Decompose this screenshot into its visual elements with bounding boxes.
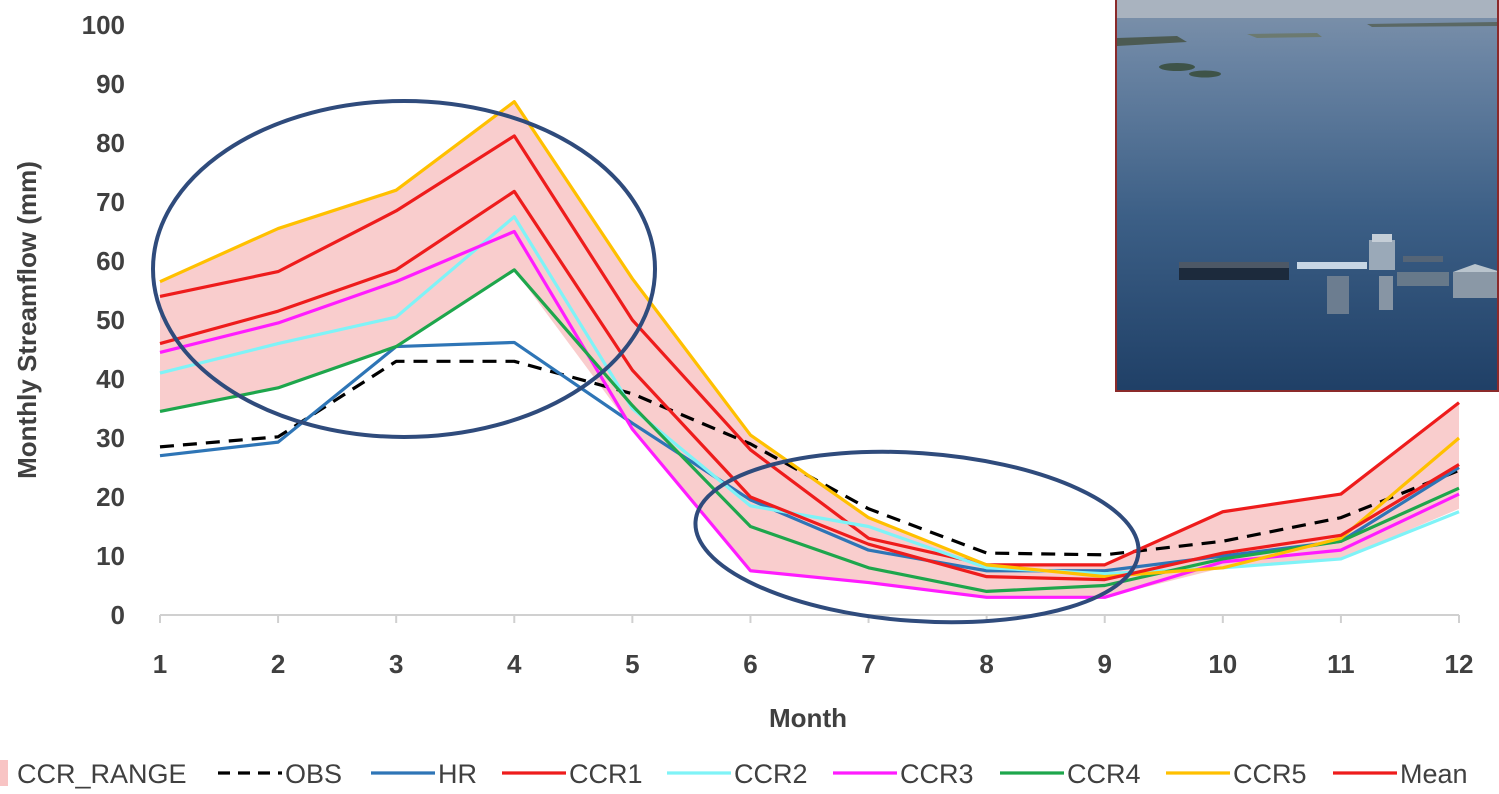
x-tick-label: 2 bbox=[271, 649, 285, 679]
legend-label: CCR4 bbox=[1067, 759, 1141, 789]
y-tick-label: 20 bbox=[96, 482, 125, 512]
x-tick-label: 11 bbox=[1327, 649, 1355, 679]
legend-item-ccr3: CCR3 bbox=[833, 759, 974, 789]
y-tick-label: 10 bbox=[96, 541, 125, 571]
series-line-ccr2 bbox=[159, 215, 1460, 576]
legend-label: CCR_RANGE bbox=[17, 759, 187, 789]
x-tick-label: 5 bbox=[625, 649, 639, 679]
y-tick-label: 100 bbox=[82, 10, 125, 40]
y-tick-label: 70 bbox=[96, 187, 125, 217]
x-tick-label: 4 bbox=[507, 649, 522, 679]
y-tick-label: 40 bbox=[96, 364, 125, 394]
ccr-range-band-layer bbox=[160, 101, 1459, 598]
x-tick-label: 6 bbox=[743, 649, 757, 679]
series-line-ccr1 bbox=[159, 134, 1460, 567]
annotation-ellipse-layer bbox=[151, 99, 1141, 625]
series-line-ccr5 bbox=[159, 100, 1461, 579]
legend-item-ccr4: CCR4 bbox=[1000, 759, 1141, 789]
legend-item-mean: Mean bbox=[1333, 759, 1468, 789]
legend-item-ccr2: CCR2 bbox=[667, 759, 808, 789]
legend-item-hr: HR bbox=[371, 759, 477, 789]
y-tick-label: 0 bbox=[111, 600, 125, 630]
annotation-ellipse-spring bbox=[151, 99, 657, 439]
x-tick-label: 9 bbox=[1097, 649, 1111, 679]
x-tick-label: 10 bbox=[1208, 649, 1237, 679]
legend-item-ccr-range: CCR_RANGE bbox=[0, 759, 187, 789]
legend: CCR_RANGE OBS HR CCR1 CCR2 CCR3 CCR4 CCR5 Mean bbox=[0, 759, 1468, 789]
y-tick-label: 30 bbox=[96, 423, 125, 453]
x-tick-label: 12 bbox=[1445, 649, 1474, 679]
legend-item-ccr1: CCR1 bbox=[502, 759, 643, 789]
series-line-hr bbox=[159, 340, 1460, 573]
flood-photo bbox=[1115, 0, 1499, 392]
legend-label: CCR2 bbox=[734, 759, 808, 789]
x-tick-label: 1 bbox=[153, 649, 167, 679]
legend-label: OBS bbox=[285, 759, 342, 789]
series-line-ccr4 bbox=[159, 268, 1460, 594]
x-tick-label: 8 bbox=[979, 649, 993, 679]
series-line-ccr3 bbox=[159, 229, 1460, 599]
y-tick-label: 50 bbox=[96, 305, 125, 335]
y-tick-label: 80 bbox=[96, 128, 125, 158]
y-tick-label: 60 bbox=[96, 246, 125, 276]
annotation-ellipse-summer bbox=[693, 449, 1141, 625]
legend-swatch bbox=[0, 760, 8, 786]
y-tick-label: 90 bbox=[96, 69, 125, 99]
legend-label: CCR3 bbox=[900, 759, 974, 789]
x-axis-title: Month bbox=[769, 703, 847, 733]
legend-label: Mean bbox=[1400, 759, 1468, 789]
series-line-mean bbox=[159, 189, 1460, 582]
x-tick-label: 7 bbox=[861, 649, 875, 679]
x-tick-label: 3 bbox=[389, 649, 403, 679]
series-layer bbox=[159, 100, 1461, 599]
ccr-range-band bbox=[160, 101, 1459, 598]
legend-item-ccr5: CCR5 bbox=[1166, 759, 1307, 789]
legend-label: CCR1 bbox=[569, 759, 643, 789]
y-axis-title: Monthly Streamflow (mm) bbox=[12, 161, 42, 479]
axis-layer bbox=[159, 614, 1460, 623]
aerial-flood-photo bbox=[1117, 0, 1497, 390]
legend-label: HR bbox=[438, 759, 477, 789]
legend-item-obs: OBS bbox=[218, 759, 342, 789]
legend-label: CCR5 bbox=[1233, 759, 1307, 789]
